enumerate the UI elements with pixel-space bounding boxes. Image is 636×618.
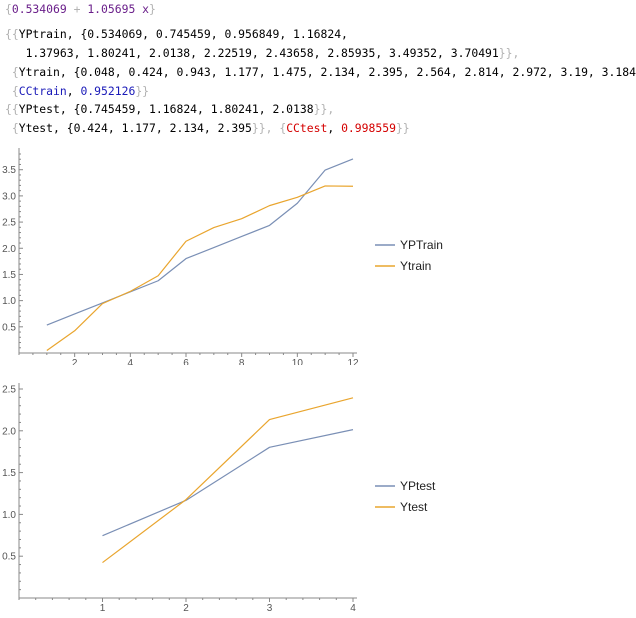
y-tick-label: 3.5 [2, 165, 16, 176]
ytrain-key: Ytrain [18, 65, 60, 79]
x-tick-label: 12 [347, 358, 359, 365]
test-line-chart: 1 2 3 4 0.5 1.0 1.5 2.0 2.5 YPtest Ytest [2, 383, 436, 614]
output-train: {{YPtrain, {0.534069, 0.745459, 0.956849… [5, 27, 636, 98]
yptest-values: {0.745459, 1.16824, 1.80241, 2.0138 [73, 102, 314, 116]
chart-legend: YPtest Ytest [375, 479, 436, 514]
legend-label: Ytrain [400, 259, 431, 273]
chart-legend: YPTrain Ytrain [375, 238, 443, 273]
x-tick-label: 4 [350, 603, 356, 614]
fit-slope: 1.05695 [87, 2, 136, 16]
y-tick-label: 0.5 [2, 322, 16, 333]
y-tick-label: 2.0 [2, 426, 16, 437]
yptest-key: YPtest [18, 102, 60, 116]
yptrain-key: YPtrain [18, 27, 67, 41]
output-test: {{YPtest, {0.745459, 1.16824, 1.80241, 2… [5, 102, 410, 135]
output-linear-fit: {0.534069 + 1.05695 x} [5, 2, 156, 16]
legend-label: Ytest [400, 500, 428, 514]
x-tick-label: 2 [183, 603, 189, 614]
cctest-key: CCtest [286, 121, 328, 135]
y-tick-label: 1.0 [2, 296, 16, 307]
y-tick-label: 0.5 [2, 552, 16, 563]
series-line-ytrain [46, 185, 354, 351]
train-line-chart: 2 4 6 8 10 12 0.5 1.0 1.5 2.0 2.5 3.0 3.5 YPTrain Ytra… [2, 148, 443, 365]
yptrain-values-1: {0.534069, 0.745459, 0.956849, 1.16824, [80, 27, 348, 41]
x-tick-label: 10 [292, 358, 304, 365]
x-tick-label: 2 [72, 358, 78, 365]
x-tick-label: 8 [239, 358, 245, 365]
ytrain-values: {0.048, 0.424, 0.943, 1.177, 1.475, 2.13… [73, 65, 636, 79]
x-tick-label: 1 [100, 603, 106, 614]
series-line-yptrain [46, 158, 354, 326]
x-tick-label: 6 [183, 358, 189, 365]
yptrain-values-2: 1.37963, 1.80241, 2.0138, 2.22519, 2.436… [25, 46, 499, 60]
x-tick-label: 4 [128, 358, 134, 365]
y-tick-label: 3.0 [2, 191, 16, 202]
y-tick-label: 2.5 [2, 218, 16, 229]
y-tick-label: 1.5 [2, 468, 16, 479]
fit-intercept: 0.534069 [11, 2, 67, 16]
series-line-yptest [102, 429, 354, 537]
ytest-key: Ytest [18, 121, 54, 135]
y-tick-label: 2.0 [2, 244, 16, 255]
y-tick-label: 2.5 [2, 385, 16, 396]
y-tick-label: 1.5 [2, 270, 16, 281]
cctest-value: 0.998559 [341, 121, 396, 135]
ytest-values: {0.424, 1.177, 2.134, 2.395 [66, 121, 252, 135]
legend-label: YPTrain [400, 238, 443, 252]
cctrain-key: CCtrain [18, 84, 67, 98]
x-tick-label: 3 [267, 603, 273, 614]
cctrain-value: 0.952126 [80, 84, 136, 98]
series-line-ytest [102, 397, 354, 564]
y-tick-label: 1.0 [2, 510, 16, 521]
legend-label: YPtest [400, 479, 436, 493]
